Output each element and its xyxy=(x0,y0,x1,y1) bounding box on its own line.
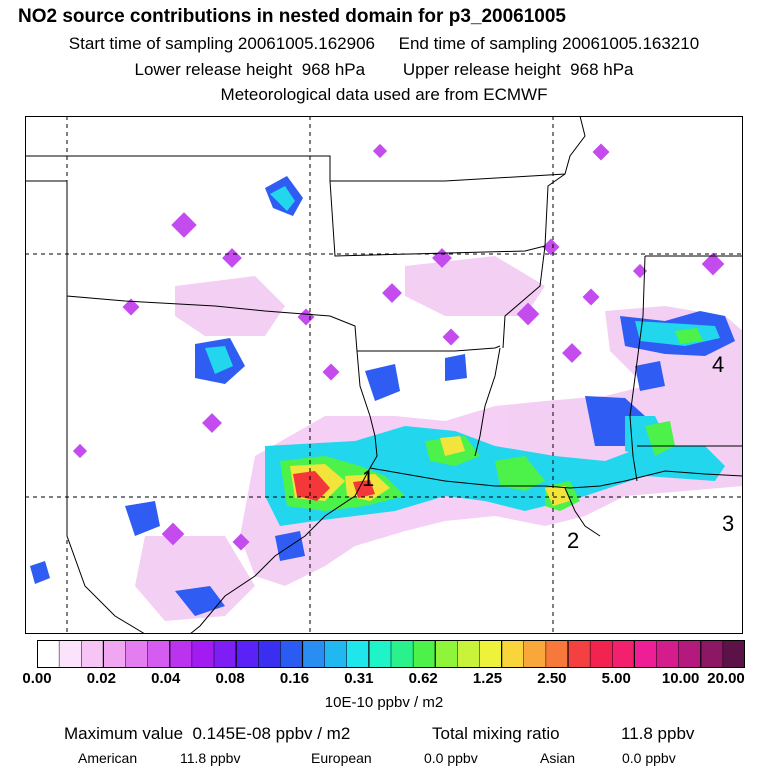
colorbar-tick-label: 0.16 xyxy=(279,670,310,687)
colorbar-swatch xyxy=(700,640,724,668)
colorbar-tick-label: 0.04 xyxy=(151,670,181,687)
colorbar-swatch xyxy=(37,640,60,668)
colorbar-swatch xyxy=(722,640,745,668)
start-time-label: Start time of sampling 20061005.162906 xyxy=(68,34,376,53)
colorbar-swatch xyxy=(656,640,680,668)
colorbar-swatch xyxy=(523,640,547,668)
colorbar-swatch xyxy=(391,640,414,668)
site-label-3: 3 xyxy=(722,511,735,536)
asian-value: 0.0 ppbv xyxy=(622,750,676,766)
european-value: 0.0 ppbv xyxy=(424,750,478,766)
american-value: 11.8 ppbv xyxy=(180,750,241,766)
site-label-4: 4 xyxy=(712,352,725,377)
site-label-2: 2 xyxy=(567,528,580,553)
colorbar-tick-label: 0.31 xyxy=(344,670,374,687)
colorbar-swatch xyxy=(169,640,193,668)
colorbar-swatch xyxy=(678,640,702,668)
colorbar-swatch xyxy=(368,640,392,668)
colorbar-swatch xyxy=(568,640,591,668)
map-frame xyxy=(25,116,743,634)
maximum-value: Maximum value 0.145E-08 ppbv / m2 xyxy=(64,724,351,743)
sampling-times: Start time of sampling 20061005.162906 E… xyxy=(0,34,768,54)
colorbar-swatch xyxy=(147,640,171,668)
colorbar-swatch xyxy=(501,640,525,668)
colorbar-tick-label: 2.50 xyxy=(537,670,567,687)
colorbar-tick-label: 0.08 xyxy=(215,670,245,687)
end-time-label: End time of sampling 20061005.163210 xyxy=(398,34,700,53)
colorbar-tick-label: 0.00 xyxy=(22,670,52,687)
colorbar xyxy=(37,640,745,668)
asian-label: Asian xyxy=(540,750,576,766)
colorbar-swatch xyxy=(324,640,348,668)
colorbar-frame xyxy=(37,640,745,668)
colorbar-swatch xyxy=(545,640,569,668)
colorbar-swatch xyxy=(236,640,259,668)
site-label-1: 1 xyxy=(362,466,375,491)
colorbar-swatch xyxy=(81,640,104,668)
colorbar-tick-label: 20.00 xyxy=(707,670,745,687)
plume-red xyxy=(293,471,375,501)
colorbar-swatch xyxy=(258,640,281,668)
colorbar-swatch xyxy=(413,640,436,668)
colorbar-tick-label: 5.00 xyxy=(601,670,631,687)
plot-title: NO2 source contributions in nested domai… xyxy=(18,6,566,27)
colorbar-swatch xyxy=(59,640,82,668)
american-label: American xyxy=(78,750,138,766)
colorbar-swatch xyxy=(280,640,304,668)
colorbar-units: 10E-10 ppbv / m2 xyxy=(324,694,444,711)
colorbar-swatch xyxy=(302,640,326,668)
upper-release-label: Upper release height 968 hPa xyxy=(402,60,634,79)
lower-release-label: Lower release height 968 hPa xyxy=(134,60,366,79)
colorbar-swatch xyxy=(125,640,149,668)
colorbar-swatch xyxy=(457,640,481,668)
colorbar-swatch xyxy=(435,640,458,668)
european-label: European xyxy=(311,750,372,766)
colorbar-swatch xyxy=(191,640,215,668)
release-heights: Lower release height 968 hPa Upper relea… xyxy=(0,60,768,80)
met-data-label: Meteorological data used are from ECMWF xyxy=(220,85,548,104)
total-mixing-ratio-label: Total mixing ratio xyxy=(432,724,560,743)
colorbar-swatch xyxy=(590,640,613,668)
colorbar-tick-label: 10.00 xyxy=(661,670,700,687)
colorbar-swatch xyxy=(634,640,658,668)
concentration-map xyxy=(25,116,743,634)
colorbar-swatch xyxy=(612,640,635,668)
colorbar-swatch xyxy=(346,640,370,668)
colorbar-swatch xyxy=(214,640,237,668)
colorbar-swatch xyxy=(479,640,503,668)
total-mixing-ratio-value: 11.8 ppbv xyxy=(621,724,695,743)
graticule xyxy=(25,116,743,634)
colorbar-tick-label: 0.02 xyxy=(86,670,116,687)
colorbar-tick-label: 0.62 xyxy=(408,670,438,687)
colorbar-tick-label: 1.25 xyxy=(472,670,503,687)
colorbar-swatch xyxy=(103,640,127,668)
